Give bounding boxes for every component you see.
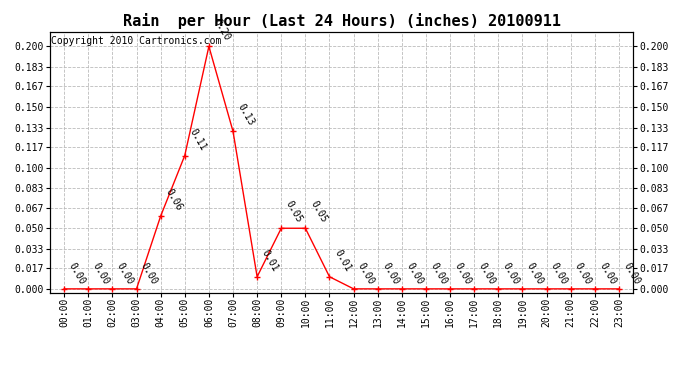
Text: 0.00: 0.00 [549,261,569,286]
Text: 0.00: 0.00 [501,261,521,286]
Text: 0.00: 0.00 [139,261,159,286]
Text: 0.01: 0.01 [333,248,353,273]
Text: 0.11: 0.11 [188,126,208,152]
Text: 0.00: 0.00 [428,261,448,286]
Text: 0.00: 0.00 [66,261,87,286]
Text: 0.00: 0.00 [525,261,545,286]
Text: 0.00: 0.00 [453,261,473,286]
Text: 0.06: 0.06 [164,187,184,213]
Text: 0.00: 0.00 [380,261,401,286]
Text: 0.00: 0.00 [598,261,618,286]
Text: 0.13: 0.13 [236,102,256,128]
Text: 0.20: 0.20 [212,17,233,43]
Text: 0.01: 0.01 [260,248,280,273]
Text: 0.05: 0.05 [284,199,304,225]
Text: 0.00: 0.00 [404,261,424,286]
Text: 0.00: 0.00 [115,261,135,286]
Text: 0.05: 0.05 [308,199,328,225]
Text: 0.00: 0.00 [477,261,497,286]
Title: Rain  per Hour (Last 24 Hours) (inches) 20100911: Rain per Hour (Last 24 Hours) (inches) 2… [123,13,560,29]
Text: 0.00: 0.00 [90,261,111,286]
Text: 0.00: 0.00 [356,261,377,286]
Text: 0.00: 0.00 [622,261,642,286]
Text: 0.00: 0.00 [573,261,593,286]
Text: Copyright 2010 Cartronics.com: Copyright 2010 Cartronics.com [51,36,221,46]
